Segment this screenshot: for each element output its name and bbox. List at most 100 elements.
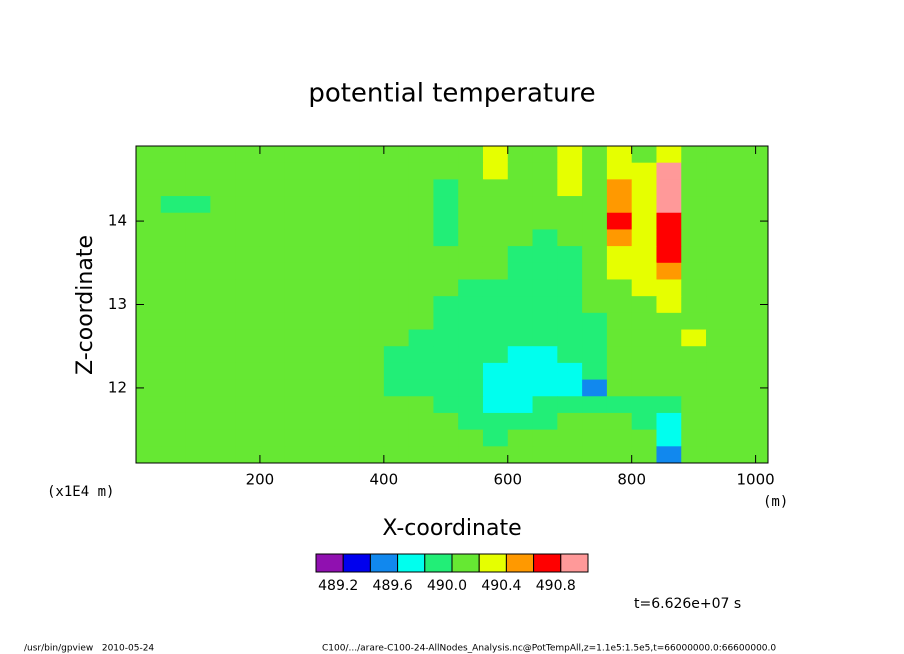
field-cell <box>136 196 162 214</box>
field-cell <box>582 196 608 214</box>
field-cell <box>309 396 335 414</box>
field-cell <box>606 279 633 297</box>
field-cell <box>532 412 558 431</box>
field-cell <box>656 246 682 264</box>
field-cell <box>656 379 682 397</box>
field-cell <box>359 329 385 347</box>
field-cell <box>359 362 385 381</box>
field-cell <box>334 429 360 447</box>
field-cell <box>309 429 335 447</box>
field-cell <box>433 429 459 447</box>
field-cell <box>656 312 682 331</box>
field-cell <box>235 229 261 247</box>
field-cell <box>482 262 509 280</box>
field-cell <box>284 262 310 280</box>
field-cell <box>532 179 558 197</box>
field-cell <box>408 379 434 397</box>
field-cell <box>309 212 335 230</box>
x-tick-label: 1000 <box>737 471 775 489</box>
field-cell <box>706 146 732 164</box>
field-cell <box>656 212 682 230</box>
field-cell <box>160 212 187 230</box>
field-cell <box>408 329 434 347</box>
field-cell <box>259 446 286 464</box>
field-cell <box>532 429 558 447</box>
field-cell <box>532 446 558 464</box>
field-cell <box>582 246 608 264</box>
field-cell <box>557 379 583 397</box>
field-cell <box>309 412 335 431</box>
field-cell <box>631 329 657 347</box>
field-cell <box>606 379 633 397</box>
field-cell <box>706 229 732 247</box>
field-cell <box>334 412 360 431</box>
field-cell <box>507 246 534 264</box>
field-cell <box>235 246 261 264</box>
field-cell <box>359 162 385 180</box>
field-cell <box>259 362 286 381</box>
field-cell <box>259 329 286 347</box>
field-cell <box>507 296 534 314</box>
field-cell <box>334 246 360 264</box>
field-cell <box>582 212 608 230</box>
field-cell <box>334 296 360 314</box>
field-cell <box>606 329 633 347</box>
field-cell <box>185 162 211 180</box>
field-cell <box>309 196 335 214</box>
field-cell <box>557 412 583 431</box>
field-cell <box>458 246 484 264</box>
field-cell <box>284 329 310 347</box>
field-cell <box>383 262 410 280</box>
field-cell <box>730 162 769 180</box>
field-cell <box>507 262 534 280</box>
field-cell <box>284 412 310 431</box>
field-cell <box>706 262 732 280</box>
field-cell <box>136 362 162 381</box>
field-cell <box>532 212 558 230</box>
field-cell <box>383 146 410 164</box>
field-cell <box>359 229 385 247</box>
field-cell <box>433 162 459 180</box>
field-cell <box>309 229 335 247</box>
field-cell <box>507 379 534 397</box>
field-cell <box>210 396 236 414</box>
field-cell <box>606 296 633 314</box>
x-tick-label: 200 <box>246 471 275 489</box>
field-cell <box>458 429 484 447</box>
field-cell <box>383 396 410 414</box>
field-cell <box>136 279 162 297</box>
field-cell <box>136 446 162 464</box>
field-cell <box>235 262 261 280</box>
field-cell <box>458 146 484 164</box>
field-cell <box>557 229 583 247</box>
field-cell <box>631 379 657 397</box>
field-cell <box>383 329 410 347</box>
field-cell <box>383 412 410 431</box>
field-cell <box>606 346 633 364</box>
field-cell <box>557 146 583 164</box>
field-cell <box>235 362 261 381</box>
field-cell <box>210 329 236 347</box>
field-cell <box>235 279 261 297</box>
field-cell <box>656 262 682 280</box>
field-cell <box>606 312 633 331</box>
field-cell <box>309 262 335 280</box>
field-cell <box>582 379 608 397</box>
field-cell <box>582 312 608 331</box>
field-cell <box>458 296 484 314</box>
field-cell <box>185 429 211 447</box>
colorbar-swatch <box>397 553 426 573</box>
field-cell <box>160 412 187 431</box>
field-cell <box>730 329 769 347</box>
field-cell <box>259 412 286 431</box>
field-cell <box>359 279 385 297</box>
field-cell <box>433 379 459 397</box>
colorbar-swatch <box>424 553 453 573</box>
field-cell <box>730 346 769 364</box>
field-cell <box>706 446 732 464</box>
field-cell <box>433 229 459 247</box>
field-cell <box>334 162 360 180</box>
field-cell <box>631 346 657 364</box>
field-cell <box>309 296 335 314</box>
field-cell <box>185 412 211 431</box>
